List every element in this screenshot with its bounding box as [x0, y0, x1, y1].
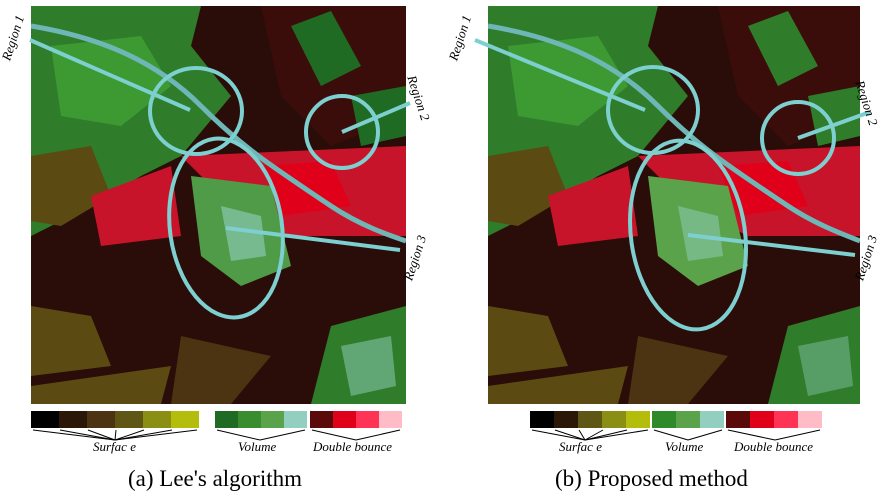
double-bounce-label: Double bounce — [734, 439, 814, 454]
surface-label: Surfac e — [93, 439, 136, 454]
swatch — [626, 411, 650, 428]
swatch — [774, 411, 798, 428]
region2-label: Region 2 — [404, 73, 434, 123]
swatch — [261, 411, 284, 428]
double-bounce-colorbar — [310, 411, 402, 428]
caption-b: (b) Proposed method — [555, 466, 748, 491]
swatch — [379, 411, 402, 428]
swatch — [115, 411, 143, 428]
region1-label: Region 1 — [0, 13, 28, 63]
panel-proposed-method: Region 1 Region 2 Region 3 Surfac e Volu… — [445, 0, 885, 501]
classification-map — [488, 6, 860, 404]
panel-lee-algorithm: Region 1 Region 2 Region 3 Surfac e Volu… — [0, 0, 440, 501]
classification-map — [31, 6, 406, 404]
swatch — [143, 411, 171, 428]
swatch — [578, 411, 602, 428]
swatch — [356, 411, 379, 428]
swatch — [700, 411, 724, 428]
swatch — [171, 411, 199, 428]
region1-label: Region 1 — [445, 13, 475, 63]
volume-label: Volume — [665, 439, 704, 454]
polsar-image-lee — [31, 6, 406, 404]
swatch — [215, 411, 238, 428]
swatch — [333, 411, 356, 428]
swatch — [31, 411, 59, 428]
surface-colorbar — [530, 411, 650, 428]
swatch — [554, 411, 578, 428]
double-bounce-colorbar — [726, 411, 822, 428]
swatch — [676, 411, 700, 428]
swatch — [750, 411, 774, 428]
volume-colorbar — [215, 411, 307, 428]
swatch — [726, 411, 750, 428]
double-bounce-label: Double bounce — [313, 439, 393, 454]
swatch — [798, 411, 822, 428]
volume-colorbar — [652, 411, 724, 428]
swatch — [238, 411, 261, 428]
swatch — [59, 411, 87, 428]
swatch — [284, 411, 307, 428]
swatch — [530, 411, 554, 428]
surface-label: Surfac e — [559, 439, 602, 454]
swatch — [87, 411, 115, 428]
swatch — [602, 411, 626, 428]
swatch — [652, 411, 676, 428]
polsar-image-proposed — [488, 6, 860, 404]
caption-a: (a) Lee's algorithm — [128, 466, 303, 491]
swatch — [310, 411, 333, 428]
surface-colorbar — [31, 411, 199, 428]
volume-label: Volume — [238, 439, 277, 454]
